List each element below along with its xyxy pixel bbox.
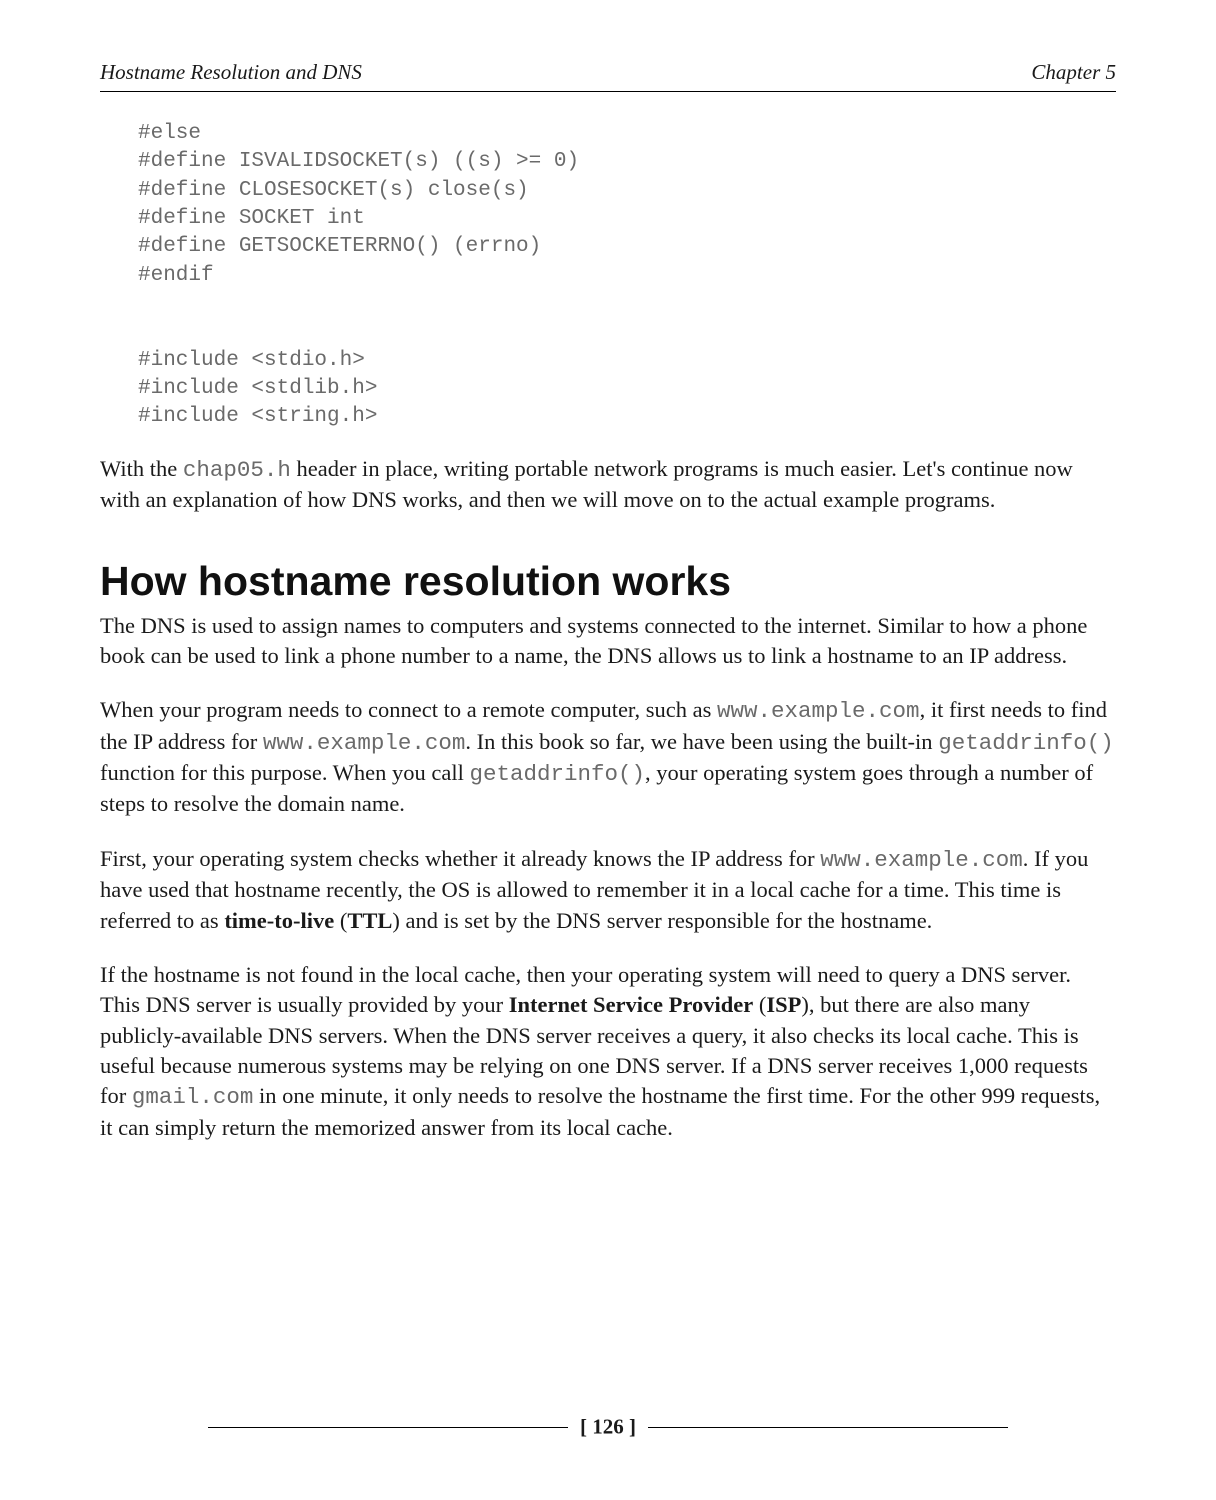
header-right: Chapter 5 [1031,60,1116,85]
paragraph-5: If the hostname is not found in the loca… [100,960,1116,1143]
running-head: Hostname Resolution and DNS Chapter 5 [100,60,1116,92]
footer-rule-left [208,1427,568,1428]
inline-code: getaddrinfo() [938,730,1114,756]
paragraph-intro: With the chap05.h header in place, writi… [100,454,1116,516]
bold-abbrev: ISP [766,992,801,1017]
section-heading: How hostname resolution works [100,558,1116,605]
footer-rule-right [648,1427,1008,1428]
bold-term: time-to-live [224,908,334,933]
text-run: function for this purpose. When you call [100,760,470,785]
inline-code: www.example.com [717,698,920,724]
text-run: ( [753,992,766,1017]
page-number: [ 126 ] [580,1415,636,1439]
text-run: ) and is set by the DNS server responsib… [392,908,932,933]
paragraph-2: The DNS is used to assign names to compu… [100,611,1116,672]
bold-term: Internet Service Provider [509,992,754,1017]
page-container: Hostname Resolution and DNS Chapter 5 #e… [0,0,1216,1500]
paragraph-4: First, your operating system checks whet… [100,844,1116,936]
text-run: When your program needs to connect to a … [100,697,717,722]
inline-code: www.example.com [263,730,466,756]
inline-code: chap05.h [183,457,291,483]
text-run: With the [100,456,183,481]
code-block: #else #define ISVALIDSOCKET(s) ((s) >= 0… [138,120,1116,432]
text-run: First, your operating system checks whet… [100,846,820,871]
inline-code: gmail.com [132,1084,254,1110]
inline-code: getaddrinfo() [470,761,646,787]
bold-abbrev: TTL [347,908,392,933]
page-footer: [ 126 ] [100,1413,1116,1440]
inline-code: www.example.com [820,847,1023,873]
text-run: . In this book so far, we have been usin… [465,729,938,754]
paragraph-3: When your program needs to connect to a … [100,695,1116,820]
text-run: ( [334,908,347,933]
header-left: Hostname Resolution and DNS [100,60,362,85]
